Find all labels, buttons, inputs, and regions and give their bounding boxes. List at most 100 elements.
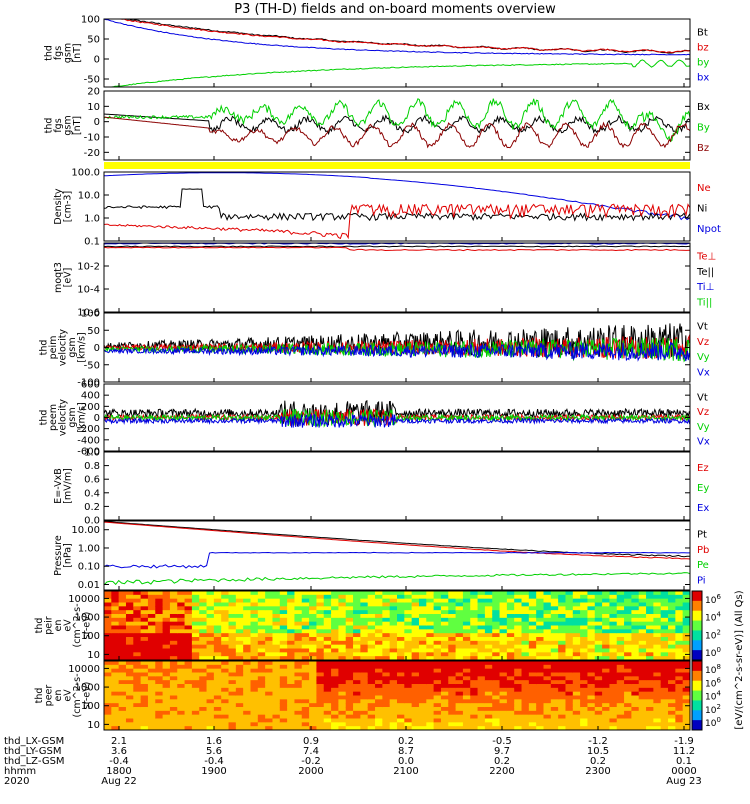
heatmap-cell	[140, 591, 149, 596]
heatmap-cell	[177, 687, 186, 693]
heatmap-cell	[404, 637, 413, 642]
heatmap-cell	[169, 699, 178, 704]
heatmap-cell	[558, 703, 567, 708]
heatmap-cell	[221, 714, 230, 720]
heatmap-cell	[104, 629, 112, 634]
heatmap-cell	[235, 591, 244, 596]
heatmap-cell	[448, 718, 457, 723]
ytick-label: 50	[87, 35, 100, 46]
heatmap-cell	[514, 610, 523, 615]
heatmap-cell	[125, 703, 134, 708]
heatmap-cell	[433, 718, 442, 723]
heatmap-cell	[147, 714, 156, 720]
heatmap-cell	[235, 644, 244, 650]
heatmap-cell	[616, 598, 625, 604]
heatmap-cell	[565, 602, 574, 607]
heatmap-cell	[624, 602, 632, 607]
heatmap-cell	[404, 722, 413, 727]
heatmap-cell	[638, 594, 647, 600]
heatmap-cell	[609, 703, 618, 708]
heatmap-cell	[616, 691, 625, 697]
ytick-label: -100	[77, 378, 100, 389]
heatmap-cell	[675, 687, 684, 693]
heatmap-cell	[111, 617, 120, 623]
heatmap-cell	[514, 687, 523, 693]
heatmap-cell	[558, 710, 567, 716]
heatmap-cell	[345, 598, 354, 604]
heatmap-cell	[294, 602, 303, 607]
heatmap-cell	[550, 614, 559, 619]
heatmap-cell	[279, 644, 288, 650]
heatmap-cell	[140, 710, 149, 716]
heatmap-cell	[111, 710, 120, 716]
heatmap-cell	[624, 614, 632, 619]
heatmap-cell	[572, 602, 581, 607]
colorbar-tick: 100	[705, 716, 721, 729]
heatmap-cell	[265, 648, 274, 653]
heatmap-cell	[521, 610, 530, 615]
heatmap-cell	[631, 640, 640, 646]
heatmap-cell	[133, 699, 142, 704]
heatmap-cell	[323, 691, 332, 697]
heatmap-cell	[199, 687, 208, 693]
heatmap-cell	[118, 648, 127, 653]
heatmap-cell	[177, 652, 186, 657]
heatmap-cell	[104, 602, 112, 607]
heatmap-cell	[353, 687, 361, 693]
heatmap-cell	[294, 652, 303, 657]
heatmap-cell	[111, 640, 120, 646]
heatmap-cell	[499, 718, 508, 723]
ylabel-line: peim	[48, 336, 59, 360]
heatmap-cell	[360, 695, 369, 700]
heatmap-cell	[455, 598, 464, 604]
heatmap-cell	[155, 656, 164, 660]
heatmap-cell	[543, 621, 552, 627]
heatmap-cell	[389, 710, 398, 716]
heatmap-cell	[228, 625, 237, 630]
heatmap-cell	[228, 648, 237, 653]
heatmap-cell	[257, 633, 266, 638]
heatmap-cell	[389, 695, 398, 700]
heatmap-cell	[440, 691, 449, 697]
heatmap-cell	[155, 629, 164, 634]
heatmap-cell	[177, 668, 186, 674]
heatmap-cell	[543, 714, 552, 720]
heatmap-cell	[118, 614, 127, 619]
heatmap-cell	[169, 718, 178, 723]
heatmap-cell	[184, 707, 193, 712]
heatmap-cell	[594, 691, 603, 697]
heatmap-cell	[389, 602, 398, 607]
heatmap-cell	[572, 633, 581, 638]
heatmap-cell	[301, 664, 310, 670]
heatmap-cell	[418, 625, 427, 630]
heatmap-cell	[631, 629, 640, 634]
ephemeris-value: -0.5	[492, 736, 512, 747]
heatmap-cell	[140, 676, 149, 681]
heatmap-cell	[499, 629, 508, 634]
heatmap-cell	[133, 621, 142, 627]
heatmap-cell	[338, 707, 347, 712]
heatmap-cell	[287, 617, 296, 623]
heatmap-cell	[169, 625, 178, 630]
legend-Vt: Vt	[697, 392, 708, 403]
heatmap-cell	[147, 722, 156, 727]
heatmap-cell	[587, 661, 596, 666]
heatmap-cell	[169, 714, 178, 720]
heatmap-cell	[587, 633, 596, 638]
heatmap-cell	[162, 722, 171, 727]
heatmap-cell	[660, 676, 669, 681]
heatmap-cell	[323, 610, 332, 615]
heatmap-cell	[616, 680, 625, 685]
heatmap-cell	[404, 699, 413, 704]
heatmap-cell	[572, 648, 581, 653]
heatmap-cell	[550, 718, 559, 723]
heatmap-cell	[125, 652, 134, 657]
heatmap-cell	[462, 629, 471, 634]
heatmap-cell	[580, 703, 589, 708]
ephemeris-label: thd_LY-GSM	[4, 746, 61, 757]
heatmap-cell	[638, 661, 647, 666]
heatmap-cell	[345, 652, 354, 657]
heatmap-cell	[616, 684, 625, 689]
heatmap-cell	[213, 644, 222, 650]
heatmap-cell	[536, 644, 545, 650]
